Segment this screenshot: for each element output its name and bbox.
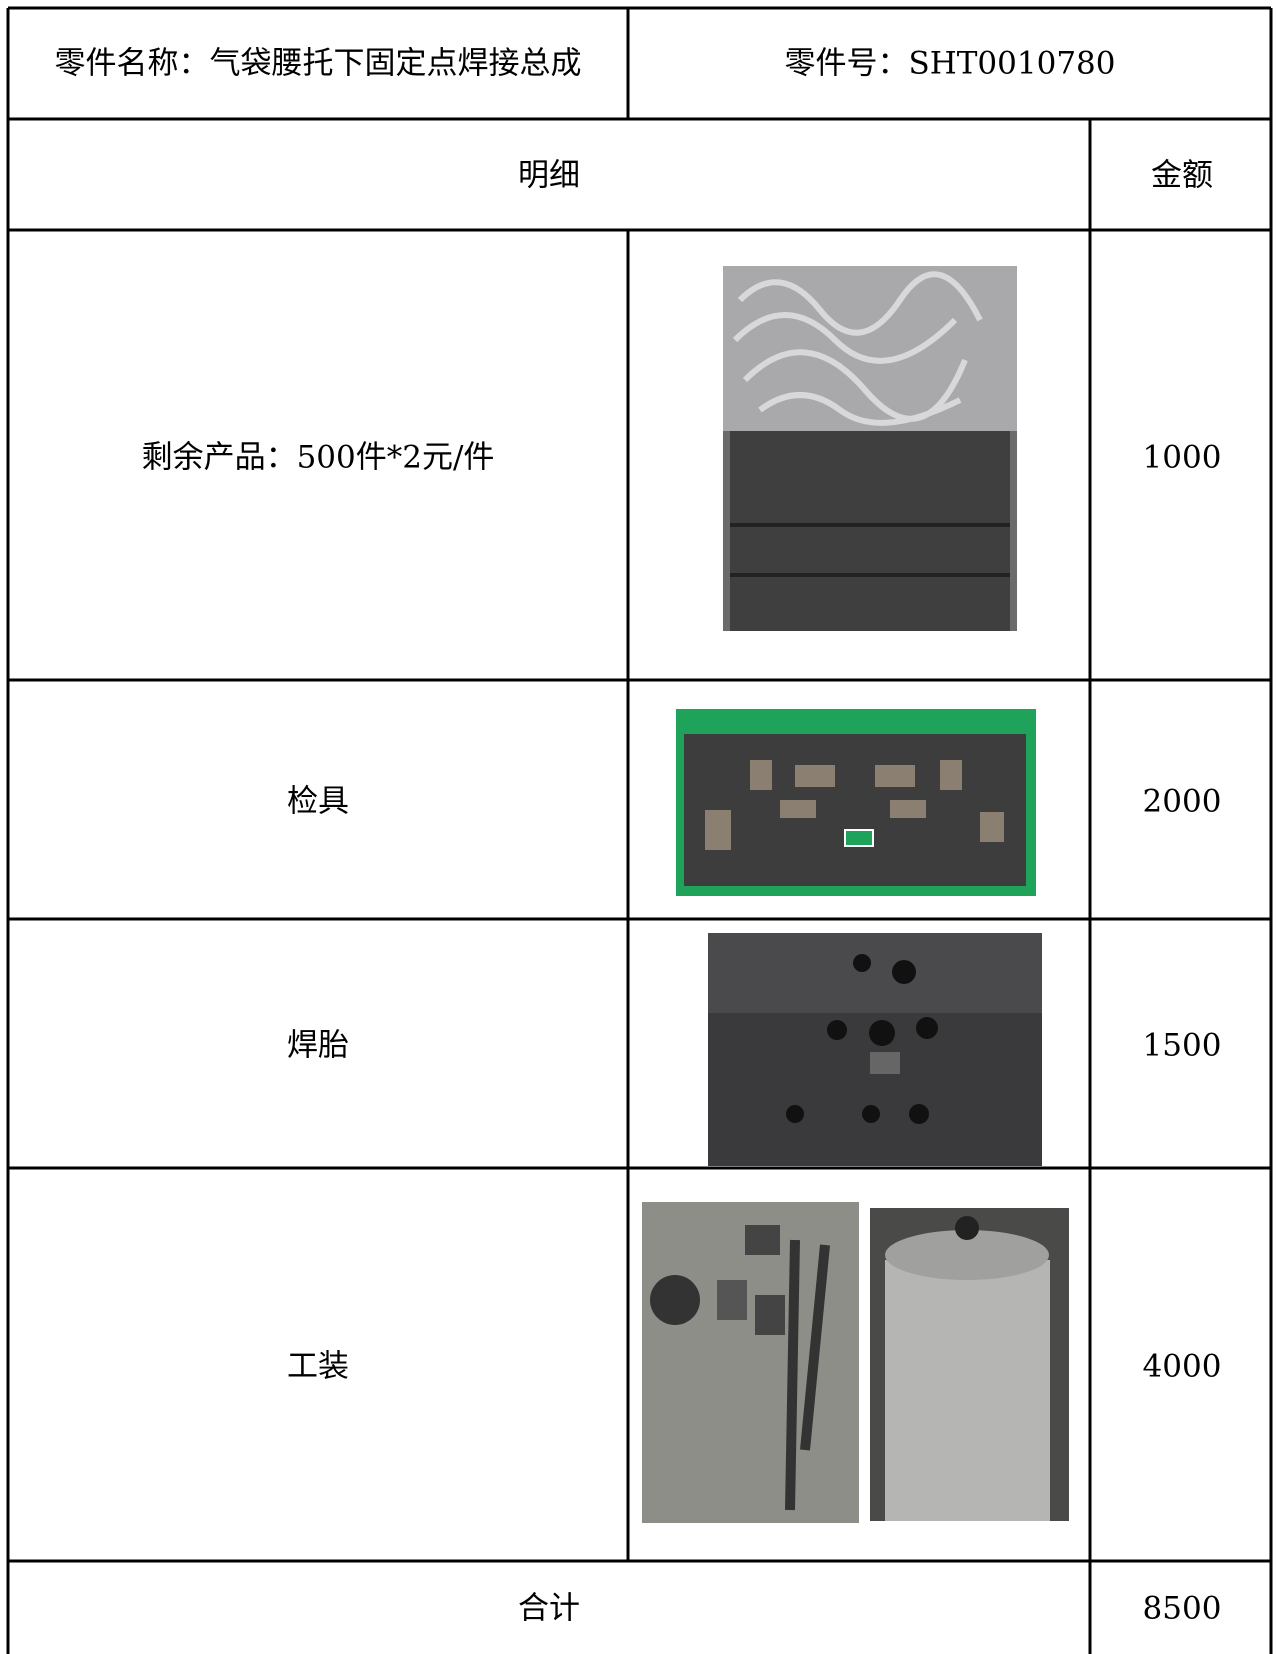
column-header: 金额 [1151, 158, 1213, 194]
item: 剩余产品：500件*2元/件 [142, 440, 495, 476]
amount: 1000 [1143, 440, 1222, 476]
item: 检具 [287, 784, 349, 820]
column-header: 明细 [518, 158, 580, 194]
item: 焊胎 [287, 1028, 349, 1064]
photo-tooling-pin [870, 1208, 1069, 1521]
photo-tooling-parts [642, 1202, 859, 1523]
total-amount: 8500 [1143, 1591, 1222, 1627]
total-label: 合计 [518, 1591, 580, 1627]
part-number: 零件号：SHT0010780 [784, 46, 1115, 82]
item: 工装 [287, 1349, 349, 1385]
photo-gauge [676, 709, 1036, 896]
photo-welding-fixture [708, 933, 1042, 1166]
photo-parts-crate [723, 266, 1017, 631]
amount: 2000 [1143, 784, 1222, 820]
amount: 1500 [1143, 1028, 1222, 1064]
table-borders [6, 6, 1273, 1654]
part-name: 零件名称：气袋腰托下固定点焊接总成 [55, 46, 582, 82]
amount: 4000 [1143, 1349, 1222, 1385]
